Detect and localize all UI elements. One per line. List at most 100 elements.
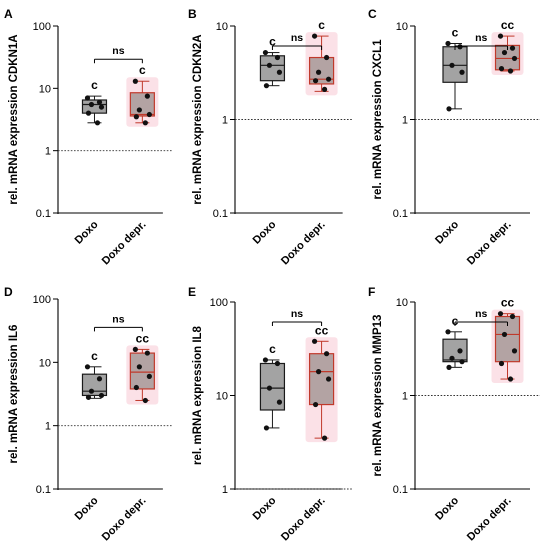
data-point bbox=[457, 44, 463, 50]
data-point bbox=[311, 33, 318, 39]
data-point bbox=[136, 364, 142, 370]
box-doxo: c bbox=[442, 25, 468, 112]
ns-label: ns bbox=[475, 308, 487, 320]
panel-d: D 0.1 1 10 100 rel. mRNA expression IL6 Doxo Do… bbox=[4, 285, 172, 543]
data-point bbox=[446, 364, 452, 370]
data-point bbox=[321, 435, 328, 441]
box-doxo-depr: cc bbox=[491, 296, 524, 384]
data-point bbox=[136, 107, 142, 113]
data-point bbox=[457, 348, 463, 354]
data-point bbox=[459, 359, 465, 365]
data-point bbox=[497, 311, 504, 317]
box-doxo: c bbox=[259, 342, 286, 431]
panel-c: C 0.1 1 10 rel. mRNA expression CXCL1 Doxo Dox… bbox=[368, 7, 540, 267]
data-point bbox=[498, 66, 505, 72]
box-iqr bbox=[442, 338, 468, 363]
data-point bbox=[133, 384, 139, 391]
significance-label: c bbox=[139, 63, 146, 77]
data-point bbox=[321, 86, 328, 92]
y-tick-label: 10 bbox=[396, 297, 408, 309]
y-tick-label: 1 bbox=[222, 484, 228, 496]
data-point bbox=[509, 45, 516, 51]
data-point bbox=[85, 394, 92, 400]
data-point bbox=[98, 104, 105, 110]
y-tick-label: 0.1 bbox=[213, 208, 228, 220]
data-point bbox=[325, 376, 332, 382]
data-point bbox=[262, 49, 269, 56]
data-point bbox=[144, 93, 150, 99]
box-iqr bbox=[81, 373, 108, 397]
y-axis-label: rel. mRNA expression MMP13 bbox=[372, 315, 384, 477]
x-category-label: Doxo depr. bbox=[100, 495, 149, 544]
data-point bbox=[96, 99, 103, 105]
data-point bbox=[84, 364, 91, 370]
panel-letter: E bbox=[188, 285, 196, 299]
significance-label: cc bbox=[501, 18, 515, 32]
data-point bbox=[263, 425, 270, 431]
data-point bbox=[315, 369, 322, 375]
ns-label: ns bbox=[291, 308, 303, 320]
x-category-label: Doxo depr. bbox=[279, 495, 328, 544]
data-point bbox=[146, 373, 152, 379]
data-point bbox=[146, 111, 152, 118]
panel-letter: B bbox=[188, 7, 197, 21]
data-point bbox=[449, 355, 455, 361]
box-doxo: c bbox=[259, 35, 286, 89]
y-tick-label: 1 bbox=[402, 115, 408, 127]
data-point bbox=[497, 33, 504, 39]
data-point bbox=[311, 338, 318, 344]
panel-letter: D bbox=[4, 285, 13, 299]
data-point bbox=[511, 348, 518, 354]
data-point bbox=[98, 392, 105, 399]
data-point bbox=[445, 329, 451, 335]
data-point bbox=[501, 331, 508, 338]
y-tick-label: 100 bbox=[210, 297, 228, 309]
x-category-label: Doxo bbox=[433, 494, 461, 522]
y-tick-label: 10 bbox=[216, 21, 228, 33]
y-axis-label: rel. mRNA expression IL6 bbox=[8, 325, 20, 464]
y-tick-label: 100 bbox=[33, 21, 51, 33]
data-point bbox=[266, 62, 273, 68]
panel-letter: F bbox=[368, 285, 375, 299]
significance-label: c bbox=[452, 314, 459, 328]
panel-letter: C bbox=[368, 7, 377, 21]
y-tick-label: 10 bbox=[396, 21, 408, 33]
significance-label: cc bbox=[315, 323, 329, 337]
data-point bbox=[266, 385, 273, 391]
data-point bbox=[88, 388, 95, 394]
data-point bbox=[507, 68, 514, 74]
data-point bbox=[449, 62, 455, 68]
data-point bbox=[323, 54, 330, 61]
panel-letter: A bbox=[4, 7, 13, 21]
y-tick-label: 1 bbox=[45, 146, 51, 158]
significance-label: c bbox=[91, 78, 98, 92]
data-point bbox=[459, 69, 465, 75]
data-point bbox=[85, 110, 92, 116]
x-category-label: Doxo depr. bbox=[279, 219, 328, 268]
data-point bbox=[142, 397, 148, 404]
data-point bbox=[94, 120, 101, 126]
y-tick-label: 1 bbox=[222, 115, 228, 127]
box-doxo: c bbox=[81, 78, 108, 126]
y-axis-label: rel. mRNA expression IL8 bbox=[192, 325, 204, 465]
y-tick-label: 100 bbox=[33, 294, 51, 306]
y-axis-label: rel. mRNA expression CDKN2A bbox=[192, 34, 204, 204]
data-point bbox=[276, 69, 283, 75]
ns-label: ns bbox=[112, 313, 124, 325]
y-tick-label: 0.1 bbox=[36, 208, 51, 220]
box-doxo-depr: cc bbox=[126, 331, 159, 405]
x-category-label: Doxo bbox=[251, 218, 279, 246]
y-tick-label: 10 bbox=[39, 83, 51, 95]
x-category-label: Doxo depr. bbox=[100, 219, 149, 268]
box-iqr bbox=[259, 55, 286, 82]
significance-label: c bbox=[452, 25, 459, 39]
data-point bbox=[312, 401, 319, 408]
box-iqr bbox=[442, 46, 468, 83]
data-point bbox=[274, 360, 281, 367]
y-axis-label: rel. mRNA expression CXCL1 bbox=[372, 39, 384, 200]
y-tick-label: 1 bbox=[402, 391, 408, 403]
data-point bbox=[507, 376, 514, 382]
significance-label: c bbox=[269, 342, 276, 356]
x-category-label: Doxo bbox=[73, 218, 101, 246]
